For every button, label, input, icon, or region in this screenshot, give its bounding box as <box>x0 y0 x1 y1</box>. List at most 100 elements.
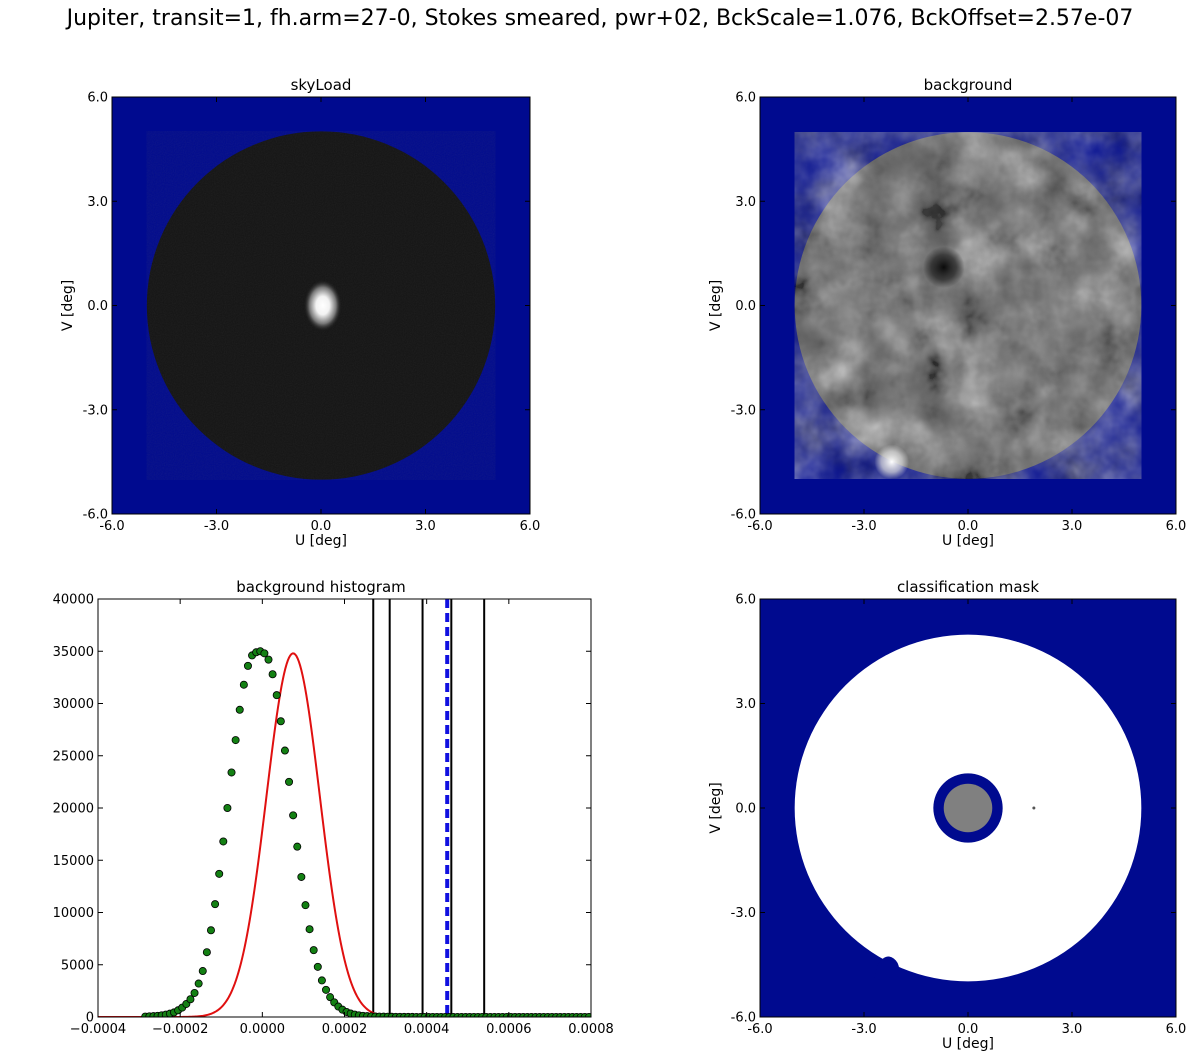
histogram-point <box>239 680 248 689</box>
skyload-panel: skyLoad -6.0 -3.0 0.0 3.0 6.06.03.00.0-3.0-6… <box>60 76 540 549</box>
histogram-xtick-label: −0.0004 <box>70 1022 126 1037</box>
mask-xtick-label: -6.0 <box>747 1022 772 1037</box>
skyload-ytick-label: -3.0 <box>83 403 108 418</box>
histogram-point <box>190 988 199 997</box>
background-xtick-label: 6.0 <box>1166 519 1187 534</box>
skyload-xtick-label: 3.0 <box>415 519 436 534</box>
skyload-ytick-label: -6.0 <box>83 508 108 523</box>
background-disk-noise <box>794 132 1142 479</box>
background-ylabel: V [deg] <box>708 280 724 331</box>
histogram-plot-area <box>98 599 591 1017</box>
histogram-point <box>202 948 211 957</box>
histogram-point <box>293 842 302 851</box>
background-xtick-label: -3.0 <box>851 519 876 534</box>
histogram-ytick-label: 30000 <box>53 697 94 712</box>
background-ytick-label: 0.0 <box>735 299 756 314</box>
skyload-title: skyLoad <box>291 76 352 94</box>
histogram-title: background histogram <box>236 578 406 596</box>
skyload-bright-source <box>303 279 342 332</box>
histogram-xtick-label: 0.0002 <box>322 1022 368 1037</box>
mask-xlabel: U [deg] <box>942 1036 994 1052</box>
figure-title: Jupiter, transit=1, fh.arm=27-0, Stokes … <box>66 6 1134 31</box>
mask-title: classification mask <box>897 578 1039 596</box>
mask-axes: -6.0 -3.0 0.0 3.0 6.0 6.0 3.0 0.0 -3.0 -6.0 <box>731 593 1187 1038</box>
histogram-xtick-label: 0.0004 <box>404 1022 450 1037</box>
histogram-ytick-label: 35000 <box>53 645 94 660</box>
histogram-ytick-label: 25000 <box>53 749 94 764</box>
background-title: background <box>924 76 1013 94</box>
histogram-axes: −0.0004 −0.0002 0.0000 0.0002 0.0004 0.0006 0.… <box>53 593 614 1038</box>
histogram-point <box>215 869 224 878</box>
histogram-panel: background histogram −0.0004 −0.0002 0.000… <box>53 578 614 1037</box>
skyload-ylabel: V [deg] <box>60 280 76 331</box>
histogram-point <box>219 837 228 846</box>
histogram-point <box>243 661 252 670</box>
skyload-xlabel: U [deg] <box>295 533 347 549</box>
mask-panel: classification mask -6.0 -3.0 0.0 3.0 6.0 6.0… <box>708 578 1186 1052</box>
mask-xtick-label: 0.0 <box>958 1022 979 1037</box>
histogram-point <box>326 993 335 1002</box>
skyload-ytick-label: 3.0 <box>87 195 108 210</box>
mask-ytick-label: -3.0 <box>731 906 756 921</box>
mask-xtick-label: -3.0 <box>851 1022 876 1037</box>
skyload-xtick-label: 6.0 <box>520 519 541 534</box>
histogram-point <box>276 717 285 726</box>
histogram-point <box>309 946 318 955</box>
histogram-point <box>206 926 215 935</box>
histogram-point <box>313 962 322 971</box>
histogram-point <box>301 901 310 910</box>
histogram-ytick-label: 40000 <box>53 593 94 608</box>
mask-ytick-label: -6.0 <box>731 1011 756 1026</box>
histogram-point <box>211 900 220 909</box>
background-ytick-label: -3.0 <box>731 403 756 418</box>
histogram-point <box>297 872 306 881</box>
histogram-point <box>194 979 203 988</box>
background-xtick-label: 3.0 <box>1062 519 1083 534</box>
histogram-point <box>223 804 232 813</box>
skyload-xtick-label: -3.0 <box>204 519 229 534</box>
skyload-ytick-label: 0.0 <box>87 299 108 314</box>
histogram-point <box>198 967 207 976</box>
skyload-axes: -6.0 -3.0 0.0 3.0 6.0 6.0 3.0 0.0 -3.0 -6.0 <box>83 91 541 535</box>
histogram-ytick-label: 5000 <box>61 958 94 973</box>
histogram-ytick-label: 10000 <box>53 906 94 921</box>
mask-xtick-label: 6.0 <box>1166 1022 1187 1037</box>
background-xlabel: U [deg] <box>942 533 994 549</box>
histogram-threshold-lines <box>372 599 486 1017</box>
background-ytick-label: 3.0 <box>735 195 756 210</box>
background-bright-spot <box>874 444 910 480</box>
histogram-point <box>268 670 277 679</box>
skyload-ytick-label: 6.0 <box>87 91 108 106</box>
histogram-point <box>272 691 281 700</box>
mask-edge-notch <box>873 956 900 981</box>
mask-small-dot <box>1032 806 1036 810</box>
background-ytick-label: -6.0 <box>731 508 756 523</box>
mask-ylabel: V [deg] <box>708 782 724 833</box>
histogram-xtick-label: 0.0008 <box>568 1022 614 1037</box>
background-dark-spot <box>922 246 965 289</box>
mask-xtick-label: 3.0 <box>1062 1022 1083 1037</box>
background-axes: -6.0 -3.0 0.0 3.0 6.0 6.0 3.0 0.0 -3.0 -6.0 <box>731 91 1187 535</box>
histogram-ytick-label: 0 <box>86 1011 94 1026</box>
histogram-point <box>285 777 294 786</box>
histogram-point <box>289 811 298 820</box>
histogram-xtick-label: 0.0006 <box>486 1022 532 1037</box>
background-panel: background -6.0 -3.0 0.0 3.0 6.0 6.0 3.0 0.0 -3.… <box>708 76 1186 549</box>
histogram-xtick-label: −0.0002 <box>152 1022 208 1037</box>
histogram-point <box>186 995 195 1004</box>
histogram-point <box>260 649 269 658</box>
skyload-xtick-label: 0.0 <box>311 519 332 534</box>
histogram-point <box>227 768 236 777</box>
histogram-xtick-label: 0.0000 <box>240 1022 286 1037</box>
background-xtick-label: -6.0 <box>747 519 772 534</box>
histogram-point <box>264 655 273 664</box>
histogram-point <box>305 925 314 934</box>
histogram-point <box>322 985 331 994</box>
mask-ytick-label: 6.0 <box>735 593 756 608</box>
histogram-point <box>584 1013 591 1017</box>
histogram-point <box>317 976 326 985</box>
background-ytick-label: 6.0 <box>735 91 756 106</box>
histogram-ytick-label: 15000 <box>53 854 94 869</box>
histogram-point <box>235 705 244 714</box>
